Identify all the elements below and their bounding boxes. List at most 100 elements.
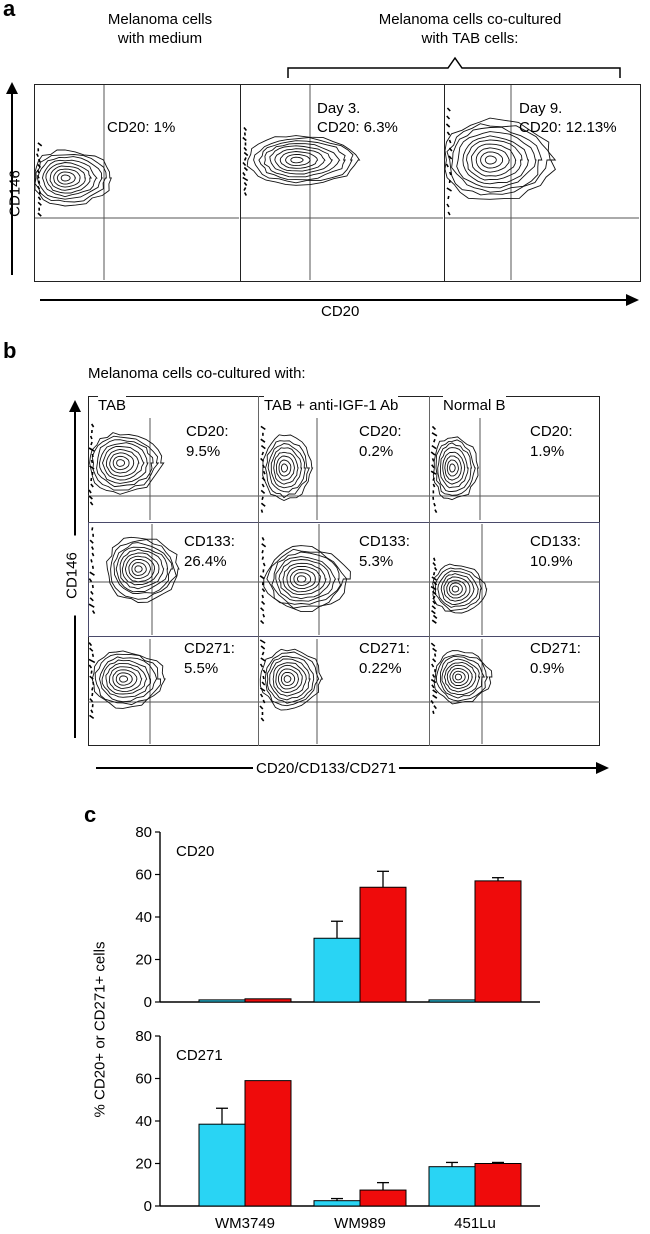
contour-line: [289, 569, 316, 590]
y-tick-label: 0: [144, 1198, 152, 1215]
axis-edge-events: [88, 447, 95, 452]
contour-line: [475, 147, 510, 173]
axis-edge-events: [430, 678, 437, 684]
axis-edge-events: [89, 539, 94, 544]
axis-edge-events: [261, 496, 264, 501]
contour-plot: [259, 418, 429, 520]
contour-line: [91, 650, 166, 709]
contour-line: [271, 551, 342, 605]
contour-line: [444, 455, 463, 481]
contour-line: [446, 123, 551, 196]
marker-value: 9.5%: [186, 443, 221, 460]
contour-line: [439, 447, 469, 489]
contour-line: [454, 673, 463, 681]
axis-edge-events: [88, 603, 95, 608]
marker-label: CD271:: [359, 640, 410, 657]
axis-edge-events: [38, 180, 41, 184]
axis-edge-events: [37, 142, 43, 147]
x-category-label: 451Lu: [454, 1215, 496, 1232]
axis-edge-events: [262, 562, 266, 567]
contour-plot: [88, 524, 258, 635]
contour-line: [439, 655, 486, 699]
axis-edge-events: [243, 187, 247, 191]
chart-title: CD20: [176, 843, 214, 860]
cell-cd20-anti-igf1: CD20: 0.2%: [259, 418, 429, 520]
contour-line: [259, 648, 324, 711]
axis-edge-events: [430, 585, 437, 591]
axis-edge-events: [430, 470, 437, 475]
panel-a-y-label-wrap: CD146: [0, 160, 30, 230]
cell-cd20-normal-b: CD20: 1.9%: [430, 418, 600, 520]
contour-line: [449, 667, 470, 686]
contour-line: [280, 463, 289, 473]
axis-edge-events: [88, 664, 93, 669]
contour-line: [286, 565, 321, 593]
contour-line: [446, 664, 473, 690]
contour-line: [434, 567, 483, 612]
axis-edge-events: [259, 639, 266, 644]
axis-edge-events: [242, 136, 247, 142]
axis-edge-events: [261, 600, 266, 605]
cell-cd271-normal-b: CD271: 0.9%: [430, 639, 600, 744]
contour-line: [258, 140, 346, 181]
header-right-line-2: with TAB cells:: [421, 30, 519, 47]
contour-line: [296, 575, 307, 583]
plot-line2: CD20: 1%: [107, 119, 176, 136]
cell-cd271-anti-igf1: CD271: 0.22%: [259, 639, 429, 744]
co-culture-bracket: [287, 56, 621, 78]
contour-line: [115, 546, 169, 593]
axis-edge-events: [89, 465, 95, 470]
axis-edge-events: [432, 572, 436, 576]
axis-edge-events: [37, 158, 41, 163]
axis-edge-events: [260, 620, 265, 625]
axis-edge-events: [431, 425, 437, 430]
axis-edge-events: [430, 699, 434, 704]
axis-edge-events: [433, 557, 436, 562]
contour-line: [275, 455, 295, 481]
contour-line: [278, 459, 292, 477]
contour-line: [282, 562, 327, 596]
axis-edge-events: [262, 699, 266, 704]
axis-edge-events: [445, 163, 449, 168]
contour-line: [433, 650, 493, 705]
axis-edge-events: [432, 694, 438, 699]
axis-edge-events: [90, 423, 95, 428]
axis-edge-events: [261, 543, 267, 548]
contour-line: [446, 459, 459, 477]
axis-edge-events: [431, 609, 436, 615]
marker-label: CD20:: [530, 423, 573, 440]
contour-line: [437, 570, 479, 608]
axis-edge-events: [242, 176, 249, 182]
contour-line: [279, 151, 319, 169]
contour-line: [435, 439, 476, 496]
contour-line: [462, 135, 530, 185]
contour-line: [484, 155, 497, 165]
axis-edge-events: [261, 451, 265, 456]
bar: [198, 999, 246, 1003]
contour-line: [106, 536, 180, 603]
panel-b-label: b: [3, 338, 17, 363]
marker-label: CD133:: [530, 533, 581, 550]
axis-edge-events: [89, 647, 94, 652]
contour-line: [110, 539, 177, 600]
contour-line: [266, 655, 315, 704]
contour-line: [60, 174, 71, 182]
contour-line: [121, 552, 160, 586]
axis-edge-events: [432, 477, 435, 481]
contour-plot: [430, 524, 600, 635]
contour-plot: [88, 418, 258, 520]
contour-line: [443, 661, 477, 693]
contour-line: [56, 171, 77, 185]
plot-line2: CD20: 6.3%: [317, 119, 398, 136]
contour-line: [275, 556, 337, 602]
contour-line: [283, 675, 292, 683]
panel-b-y-label-wrap: CD146: [52, 535, 92, 616]
axis-edge-events: [261, 594, 264, 599]
x-category-label: WM989: [334, 1215, 386, 1232]
bar: [313, 1200, 361, 1207]
contour-line: [452, 670, 466, 684]
contour-plot: [35, 85, 239, 280]
panel-a-y-axis: [6, 82, 18, 275]
axis-edge-events: [259, 705, 264, 710]
marker-label: CD20:: [186, 423, 229, 440]
